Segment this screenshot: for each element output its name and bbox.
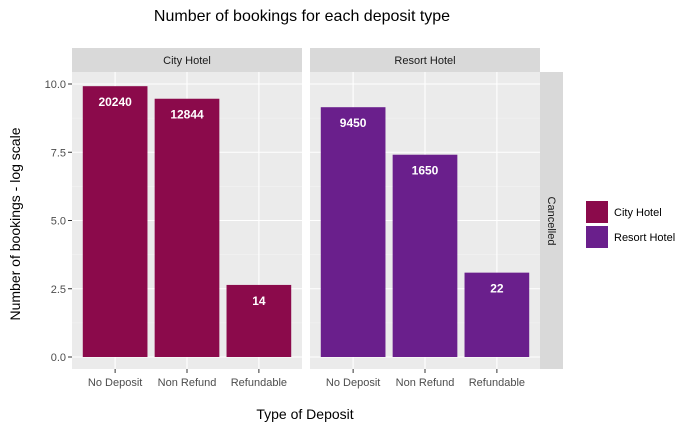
chart-title: Number of bookings for each deposit type (154, 8, 450, 25)
panel-strip-label: Resort Hotel (394, 55, 455, 67)
bar-value-label: 12844 (170, 108, 204, 122)
bar-value-label: 1650 (412, 164, 439, 178)
x-tick-label: Non Refund (158, 377, 217, 389)
x-tick-label: No Deposit (326, 377, 380, 389)
x-tick-label: Refundable (231, 377, 287, 389)
bar (320, 107, 386, 357)
panel-strip-label: City Hotel (163, 55, 211, 67)
legend-key (586, 201, 608, 223)
bar (464, 272, 530, 357)
x-tick-label: Refundable (469, 377, 525, 389)
y-tick-label: 10.0 (45, 79, 66, 91)
legend: City Hotel Resort Hotel (586, 201, 675, 248)
bar (226, 284, 292, 357)
legend-label: Resort Hotel (614, 232, 675, 244)
panel-strip (310, 48, 540, 72)
bar (154, 98, 220, 357)
row-strip: Cancelled (540, 72, 563, 369)
row-strip-label: Cancelled (545, 197, 557, 246)
legend-key (586, 226, 608, 248)
facet-panel: Resort Hotel 9450 No Deposit 1650 Non Refund… (310, 48, 540, 389)
legend-label: City Hotel (614, 207, 662, 219)
y-axis-title: Number of bookings - log scale (7, 127, 23, 320)
bar (392, 154, 458, 357)
y-tick-label: 2.5 (51, 284, 66, 296)
x-axis-title: Type of Deposit (256, 406, 353, 422)
facet-panel: City Hotel 20240 No Deposit 12844 Non Refund… (72, 48, 302, 389)
y-tick-label: 5.0 (51, 216, 66, 228)
y-tick-label: 7.5 (51, 147, 66, 159)
y-tick-label: 0.0 (51, 352, 66, 364)
bar-value-label: 9450 (340, 116, 367, 130)
x-tick-label: No Deposit (88, 377, 142, 389)
bar-value-label: 14 (252, 294, 266, 308)
facet-panels: City Hotel 20240 No Deposit 12844 Non Refund… (72, 48, 540, 389)
bar-value-label: 22 (490, 282, 504, 296)
bar (82, 86, 148, 358)
panel-strip (72, 48, 302, 72)
bar-value-label: 20240 (98, 95, 132, 109)
x-tick-label: Non Refund (396, 377, 455, 389)
